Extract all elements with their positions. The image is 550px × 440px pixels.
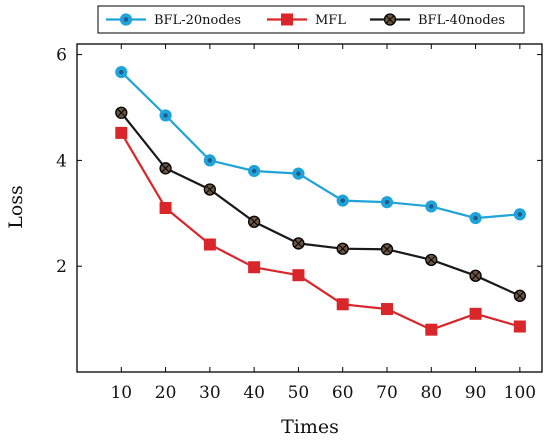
data-point-marker-center — [296, 171, 301, 176]
x-tick-label: 30 — [199, 383, 221, 403]
data-point-marker — [115, 126, 128, 139]
data-point-marker-cross — [382, 245, 392, 254]
data-point-marker-center — [163, 113, 168, 118]
data-point-marker — [425, 323, 438, 336]
data-point-marker — [336, 298, 349, 311]
x-tick-label: 90 — [465, 383, 487, 403]
x-tick-label: 80 — [420, 383, 442, 403]
legend: BFL-20nodes MFL BFL-40nodes — [97, 5, 525, 34]
x-tick-label: 40 — [243, 383, 265, 403]
data-point-marker — [292, 269, 305, 282]
series-bfl-20nodes — [115, 65, 526, 225]
data-point-marker — [513, 320, 526, 333]
x-axis-label: Times — [281, 416, 339, 438]
series-line — [120, 112, 521, 297]
legend-label: BFL-40nodes — [418, 13, 505, 28]
legend-entry: MFL — [267, 13, 346, 28]
data-point-marker-center — [340, 198, 345, 203]
data-point-marker-cross — [205, 185, 215, 194]
legend-marker — [281, 13, 293, 26]
legend-box — [97, 5, 525, 34]
y-axis-label: Loss — [5, 185, 27, 229]
data-point-marker — [469, 307, 482, 320]
series-bfl-40nodes — [115, 106, 527, 302]
data-point-marker-cross — [515, 291, 525, 300]
data-point-marker-center — [119, 69, 124, 75]
data-point-marker-cross — [338, 244, 347, 253]
series-line — [120, 132, 521, 331]
legend-label: MFL — [315, 13, 346, 28]
x-tick-label: 60 — [332, 383, 354, 403]
y-tick-label: 4 — [56, 151, 67, 171]
data-point-marker — [203, 238, 216, 251]
data-point-marker-center — [473, 215, 478, 221]
y-tick-label: 6 — [56, 46, 67, 66]
x-tick-label: 50 — [288, 383, 310, 403]
data-point-marker-cross — [427, 255, 436, 264]
data-point-marker-cross — [117, 108, 126, 117]
legend-label: BFL-20nodes — [154, 13, 241, 28]
data-point-marker-center — [517, 212, 523, 217]
x-tick-label: 70 — [376, 383, 398, 403]
series-mfl — [115, 126, 526, 336]
data-point-marker-center — [384, 199, 390, 205]
data-point-marker — [381, 303, 393, 316]
data-point-marker-cross — [161, 164, 170, 173]
plot-area-frame — [76, 43, 543, 373]
series-line — [120, 71, 520, 220]
data-point-marker-center — [251, 168, 257, 174]
x-tick-label: 20 — [155, 383, 177, 403]
legend-marker-center — [123, 17, 129, 22]
series-layer — [115, 65, 527, 336]
axes: 10 20 30 40 50 60 70 80 90 100 2 4 6 — [56, 44, 542, 403]
data-point-marker-cross — [249, 217, 259, 226]
data-point-marker-center — [429, 204, 434, 209]
data-point-marker-cross — [294, 239, 303, 248]
data-point-marker — [248, 261, 261, 274]
legend-entry: BFL-40nodes — [370, 13, 505, 28]
legend-marker-cross — [385, 15, 395, 24]
y-tick-label: 2 — [56, 257, 67, 277]
data-point-marker — [159, 202, 172, 214]
data-point-marker-center — [207, 158, 213, 163]
data-point-marker-cross — [471, 271, 480, 280]
legend-entry: BFL-20nodes — [106, 13, 241, 28]
x-tick-label: 100 — [504, 383, 536, 403]
x-tick-label: 10 — [110, 383, 132, 403]
